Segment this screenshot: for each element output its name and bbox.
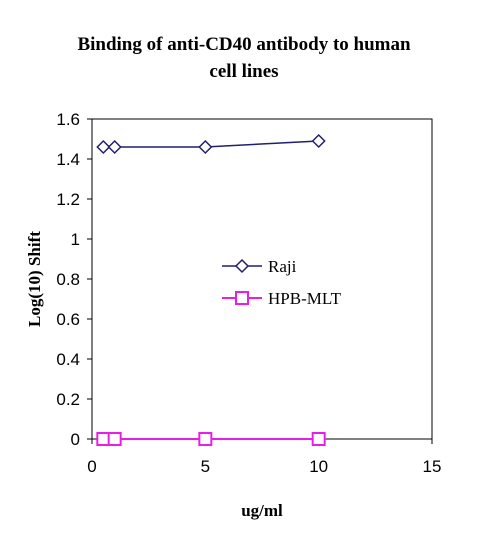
y-tick-label: 1.6 bbox=[56, 110, 80, 129]
legend: Raji HPB-MLT bbox=[222, 257, 342, 308]
x-tick-label: 10 bbox=[309, 457, 328, 476]
legend-marker bbox=[234, 258, 250, 274]
plot-area bbox=[91, 118, 433, 440]
y-tick-label: 1.4 bbox=[56, 150, 80, 169]
y-tick-label: 0 bbox=[71, 430, 80, 449]
y-axis: 0 0.2 0.4 0.6 0.8 1 1.2 1.4 1.6 bbox=[56, 110, 92, 449]
series-hpb-mlt bbox=[96, 432, 326, 446]
legend-label: Raji bbox=[268, 257, 297, 276]
data-point bbox=[107, 139, 122, 155]
data-point bbox=[96, 139, 111, 155]
legend-marker bbox=[235, 291, 249, 305]
x-tick-label: 0 bbox=[87, 457, 96, 476]
x-tick-label: 15 bbox=[423, 457, 442, 476]
y-tick-label: 1 bbox=[71, 230, 80, 249]
y-tick-label: 1.2 bbox=[56, 190, 80, 209]
legend-entry: HPB-MLT bbox=[222, 289, 342, 308]
legend-entry: Raji bbox=[222, 257, 297, 276]
data-point bbox=[311, 133, 326, 149]
x-axis: 0 5 10 15 bbox=[87, 439, 441, 476]
legend-label: HPB-MLT bbox=[268, 289, 342, 308]
data-point bbox=[107, 432, 122, 446]
y-tick-label: 0.2 bbox=[56, 390, 80, 409]
data-point bbox=[198, 432, 213, 446]
chart-title-line-1: Binding of anti-CD40 antibody to human bbox=[77, 34, 411, 55]
data-point bbox=[198, 139, 213, 155]
y-tick-label: 0.8 bbox=[56, 270, 80, 289]
data-point bbox=[96, 432, 111, 446]
y-tick-label: 0.6 bbox=[56, 310, 80, 329]
series-layer bbox=[96, 133, 326, 446]
y-tick-label: 0.4 bbox=[56, 350, 80, 369]
chart-title-line-2: cell lines bbox=[209, 61, 278, 82]
series-raji bbox=[96, 133, 326, 155]
data-point bbox=[311, 432, 326, 446]
x-axis-label: ug/ml bbox=[241, 501, 283, 520]
x-tick-label: 5 bbox=[201, 457, 210, 476]
y-axis-label: Log(10) Shift bbox=[25, 231, 44, 327]
